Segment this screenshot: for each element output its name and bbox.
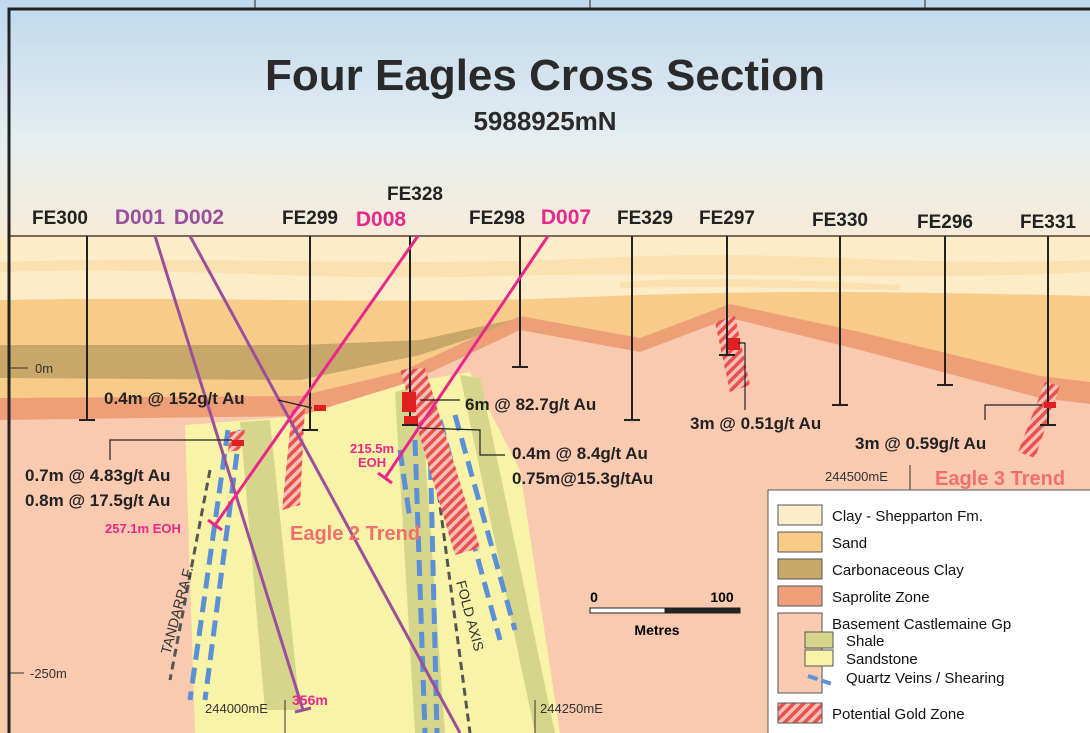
trend-label: Eagle 2 Trend <box>290 523 420 545</box>
legend-swatch <box>778 505 822 525</box>
depth-label: -250m <box>30 666 67 681</box>
legend-label: Saprolite Zone <box>832 589 930 606</box>
hole-label: FE331 <box>1020 212 1076 233</box>
depth-label: 0m <box>35 361 53 376</box>
intercept-marker <box>402 392 416 412</box>
legend-label: Sandstone <box>846 651 918 668</box>
hole-label: FE299 <box>282 208 338 229</box>
legend-swatch <box>778 586 822 606</box>
intercept-label: 0.75m@15.3g/tAu <box>512 469 653 488</box>
legend-swatch <box>805 632 833 648</box>
scale-bar <box>665 608 740 613</box>
intercept-label: 0.4m @ 8.4g/t Au <box>512 444 648 463</box>
eoh-label: EOH <box>358 455 386 470</box>
intercept-marker <box>404 416 418 424</box>
hole-label: D001 <box>115 206 166 229</box>
eoh-label: 257.1m EOH <box>105 521 181 536</box>
legend-label: Sand <box>832 535 867 552</box>
hole-label: FE300 <box>32 208 88 229</box>
hole-label: FE296 <box>917 212 973 233</box>
trend-label: Eagle 3 Trend <box>935 468 1065 490</box>
scale-end: 100 <box>710 589 734 605</box>
easting-label: 244250mE <box>540 701 603 716</box>
hole-label: D008 <box>356 208 407 231</box>
easting-label: 244500mE <box>825 469 888 484</box>
intercept-label: 3m @ 0.51g/t Au <box>690 414 821 433</box>
hole-label: FE328 <box>387 184 443 205</box>
hole-label: FE330 <box>812 210 868 231</box>
intercept-label: 6m @ 82.7g/t Au <box>465 395 596 414</box>
legend-label: Quartz Veins / Shearing <box>846 670 1004 687</box>
scale-start: 0 <box>590 589 598 605</box>
legend-swatch <box>778 559 822 579</box>
eoh-label: 356m <box>292 692 328 708</box>
intercept-label: 0.8m @ 17.5g/t Au <box>25 491 170 510</box>
legend-label: Shale <box>846 633 884 650</box>
legend-swatch <box>805 650 833 666</box>
legend: Clay - Shepparton Fm. Sand Carbonaceous … <box>768 490 1090 733</box>
legend-label: Potential Gold Zone <box>832 706 965 723</box>
eoh-label: 215.5m <box>350 441 394 456</box>
cross-section: Four Eagles Cross Section 5988925mN FE30… <box>0 0 1090 733</box>
scale-unit: Metres <box>634 622 679 638</box>
easting-label: 244000mE <box>205 701 268 716</box>
hole-label: FE329 <box>617 208 673 229</box>
intercept-marker <box>1044 402 1056 408</box>
intercept-marker <box>314 405 326 411</box>
legend-label: Clay - Shepparton Fm. <box>832 508 983 525</box>
title: Four Eagles Cross Section <box>265 51 825 100</box>
scale-bar <box>590 608 665 613</box>
legend-swatch <box>778 703 822 723</box>
subtitle: 5988925mN <box>473 106 616 136</box>
hole-label: FE297 <box>699 208 755 229</box>
intercept-label: 0.7m @ 4.83g/t Au <box>25 466 170 485</box>
hole-label: D007 <box>541 206 591 229</box>
legend-label: Basement Castlemaine Gp <box>832 616 1011 633</box>
legend-label: Carbonaceous Clay <box>832 562 964 579</box>
hole-label: FE298 <box>469 208 525 229</box>
hole-label: D002 <box>174 206 224 229</box>
intercept-marker <box>232 440 244 446</box>
intercept-label: 0.4m @ 152g/t Au <box>104 389 245 408</box>
legend-box <box>768 490 1090 733</box>
intercept-label: 3m @ 0.59g/t Au <box>855 434 986 453</box>
legend-swatch <box>778 532 822 552</box>
intercept-marker <box>728 338 740 350</box>
